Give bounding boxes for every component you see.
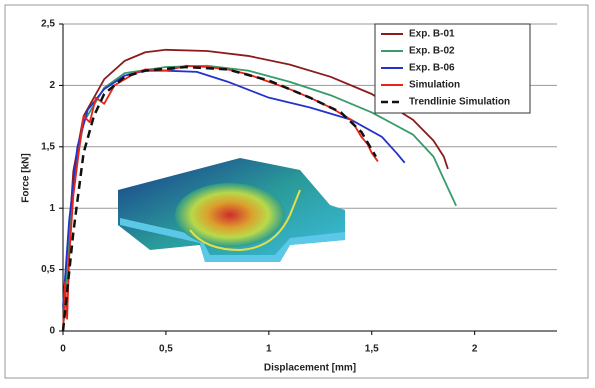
legend-label: Exp. B-06 xyxy=(409,63,455,74)
y-tick-label: 1 xyxy=(49,203,55,214)
y-tick-label: 2,5 xyxy=(41,19,55,30)
legend-label: Exp. B-02 xyxy=(409,46,455,57)
legend-label: Exp. B-01 xyxy=(409,29,455,40)
legend-label: Trendlinie Simulation xyxy=(409,97,510,108)
x-tick-label: 0 xyxy=(60,344,66,355)
x-tick-label: 2 xyxy=(472,344,478,355)
y-tick-label: 1,5 xyxy=(41,141,55,152)
legend-label: Simulation xyxy=(409,80,460,91)
x-tick-label: 1 xyxy=(266,344,272,355)
y-tick-label: 0 xyxy=(49,326,55,337)
y-tick-label: 0,5 xyxy=(41,264,55,275)
x-tick-label: 0,5 xyxy=(159,344,173,355)
x-tick-label: 1,5 xyxy=(365,344,379,355)
x-axis-title: Displacement [mm] xyxy=(264,363,356,374)
chart: 0 0,5 1 1,5 2 2,5 0 0,5 1 1,5 2 Force [kN] Displac… xyxy=(0,0,595,383)
y-axis-title: Force [kN] xyxy=(21,153,32,202)
y-tick-label: 2 xyxy=(49,80,55,91)
legend: Exp. B-01 Exp. B-02 Exp. B-06 Simulation Tre… xyxy=(375,24,530,113)
